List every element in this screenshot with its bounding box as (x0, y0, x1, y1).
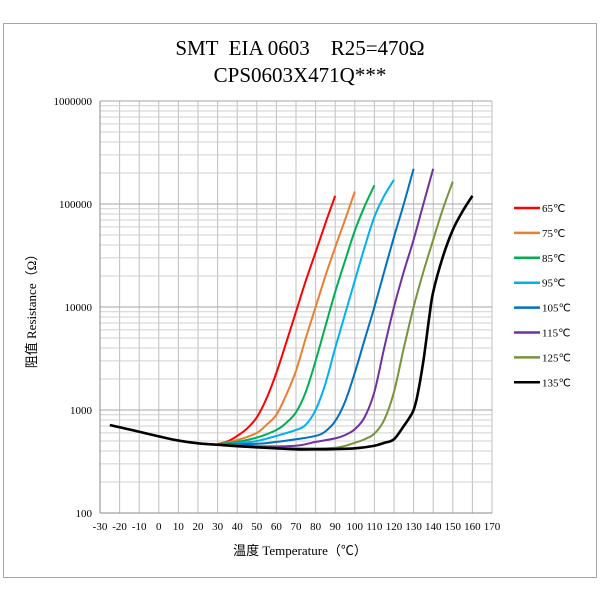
legend-label: 125℃ (542, 352, 571, 364)
series-line-135c (109, 195, 474, 451)
series-line-105c (217, 168, 415, 446)
legend-label: 95℃ (542, 278, 565, 290)
chart-title: SMT EIA 0603 R25=470Ω (175, 36, 424, 60)
legend-label: 105℃ (542, 303, 571, 315)
y-axis-label: 阻值 Resistance（Ω） (24, 248, 39, 369)
y-tick-label: 100000 (59, 199, 93, 211)
legend-label: 75℃ (542, 228, 565, 240)
x-tick-label: 20 (193, 521, 205, 533)
series-line-75c (217, 191, 356, 446)
x-tick-label: 140 (425, 521, 442, 533)
x-tick-label: 150 (445, 521, 462, 533)
x-axis-label: 温度 Temperature（℃） (233, 543, 367, 558)
chart-frame (3, 23, 597, 578)
legend-label: 115℃ (542, 328, 570, 340)
x-tick-label: -10 (132, 521, 147, 533)
legend-label: 85℃ (542, 253, 565, 265)
grid (99, 100, 493, 514)
x-tick-label: 10 (173, 521, 185, 533)
x-tick-label: 50 (251, 521, 263, 533)
x-tick-label: 130 (405, 521, 422, 533)
chart-subtitle: CPS0603X471Q*** (214, 63, 387, 87)
x-tick-label: -20 (112, 521, 127, 533)
series-line-85c (217, 184, 376, 446)
y-tick-label: 1000 (70, 405, 93, 417)
x-tick-label: -30 (93, 521, 108, 533)
y-tick-label: 10000 (65, 302, 93, 314)
y-tick-label: 100 (76, 508, 93, 520)
tick-labels: -30 -20 -10 0 10 20 30 40 50 60 70 80 90 100 110 120 130… (54, 96, 501, 533)
x-tick-label: 60 (271, 521, 283, 533)
x-tick-label: 40 (232, 521, 244, 533)
legend: 65℃ 75℃ 85℃ 95℃ 105℃ 115℃ 125℃ 135℃ (514, 203, 571, 389)
x-tick-label: 100 (347, 521, 364, 533)
series-line-95c (217, 179, 395, 446)
series-line-65c (217, 195, 337, 446)
x-tick-label: 30 (212, 521, 224, 533)
x-tick-label: 110 (366, 521, 383, 533)
x-tick-label: 70 (291, 521, 303, 533)
legend-label: 135℃ (542, 377, 571, 389)
x-tick-label: 160 (464, 521, 481, 533)
series-lines (109, 168, 474, 451)
y-tick-label: 1000000 (54, 96, 93, 108)
series-line-115c (217, 168, 435, 448)
x-tick-label: 80 (310, 521, 322, 533)
x-tick-label: 170 (484, 521, 501, 533)
x-tick-label: 90 (330, 521, 342, 533)
x-tick-label: 0 (156, 521, 162, 533)
x-tick-label: 120 (386, 521, 403, 533)
legend-label: 65℃ (542, 203, 565, 215)
